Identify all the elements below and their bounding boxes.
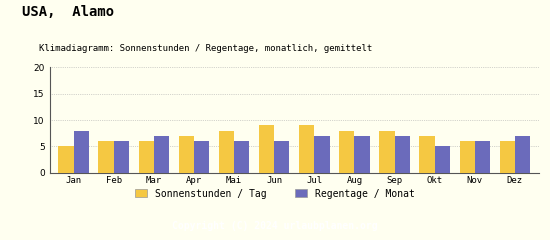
Bar [194, 141, 209, 173]
Bar [114, 141, 129, 173]
Text: USA,  Alamo: USA, Alamo [22, 5, 114, 19]
Bar [58, 146, 74, 173]
Bar [394, 136, 410, 173]
Text: Copyright (C) 2024 urlaubplanen.org: Copyright (C) 2024 urlaubplanen.org [172, 221, 378, 231]
Legend: Sonnenstunden / Tag, Regentage / Monat: Sonnenstunden / Tag, Regentage / Monat [131, 185, 419, 203]
Bar [379, 131, 394, 173]
Bar [460, 141, 475, 173]
Bar [339, 131, 354, 173]
Bar [179, 136, 194, 173]
Bar [259, 125, 274, 173]
Bar [354, 136, 370, 173]
Bar [515, 136, 530, 173]
Text: Klimadiagramm: Sonnenstunden / Regentage, monatlich, gemittelt: Klimadiagramm: Sonnenstunden / Regentage… [39, 44, 372, 53]
Bar [74, 131, 89, 173]
Bar [139, 141, 154, 173]
Bar [500, 141, 515, 173]
Bar [219, 131, 234, 173]
Bar [154, 136, 169, 173]
Bar [475, 141, 490, 173]
Bar [234, 141, 249, 173]
Bar [314, 136, 329, 173]
Bar [420, 136, 435, 173]
Bar [274, 141, 289, 173]
Bar [299, 125, 314, 173]
Bar [434, 146, 450, 173]
Bar [98, 141, 114, 173]
